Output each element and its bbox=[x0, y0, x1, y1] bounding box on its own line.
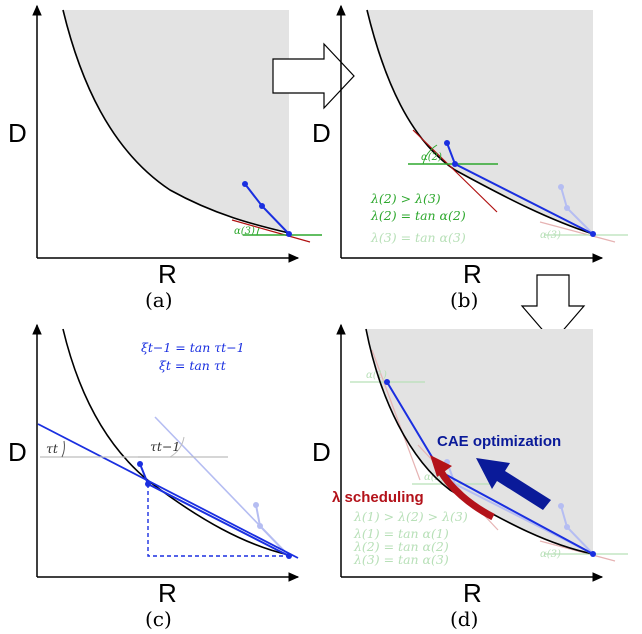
equation-2: λ(1) = tan α(1) bbox=[353, 526, 449, 541]
trajectory-point bbox=[564, 524, 570, 530]
panel-caption: (b) bbox=[450, 288, 478, 312]
panel-b: α(3) α(2) λ(2) > λ(3) λ(2) = tan α(2) λ(… bbox=[312, 4, 628, 312]
trajectory-point bbox=[242, 181, 248, 187]
lambda-scheduling-arrow bbox=[436, 468, 495, 521]
panel-c: τt−1 τt ξt−1 = tan τt−1 ξt = tan τt D R … bbox=[8, 323, 300, 631]
panel-caption: (d) bbox=[450, 607, 478, 631]
angle-label-2: α(2) bbox=[421, 152, 442, 163]
panel-caption: (a) bbox=[145, 288, 173, 312]
dashed-step bbox=[147, 484, 289, 557]
old-tangent bbox=[539, 221, 616, 243]
trajectory-point bbox=[137, 461, 143, 467]
y-axis-label: D bbox=[8, 437, 27, 467]
equation-1: ξt−1 = tan τt−1 bbox=[141, 340, 245, 355]
trajectory-point bbox=[564, 205, 570, 211]
angle-label: α(3) bbox=[234, 226, 255, 237]
panel-a: α(3) D R (a) bbox=[8, 4, 322, 312]
lambda-arrow-head bbox=[430, 455, 452, 477]
equation-1: λ(2) > λ(3) bbox=[370, 191, 441, 206]
angle-arc bbox=[422, 144, 438, 165]
cae-arrow bbox=[476, 458, 551, 510]
panel-d: α(1) α(2) α(3) CAE optimization λ schedu… bbox=[312, 323, 628, 631]
angle-arc bbox=[256, 227, 260, 236]
trajectory-point bbox=[253, 502, 259, 508]
panel-caption: (c) bbox=[145, 607, 172, 631]
equation-3: λ(3) = tan α(3) bbox=[370, 230, 466, 245]
angle-label-1: α(1) bbox=[366, 370, 387, 381]
trajectory-point bbox=[558, 184, 564, 190]
trajectory-point bbox=[286, 231, 292, 237]
right-arrow bbox=[272, 42, 355, 110]
trajectory-point bbox=[558, 503, 564, 509]
trajectory-point bbox=[590, 231, 596, 237]
x-axis-label: R bbox=[158, 578, 177, 608]
tau-prev-label: τt−1 bbox=[150, 439, 180, 454]
old-angle-arc bbox=[169, 436, 185, 458]
cae-label: CAE optimization bbox=[437, 433, 561, 450]
angle-label-3: α(3) bbox=[540, 230, 561, 241]
x-axis-label: R bbox=[158, 259, 177, 289]
tangent-line bbox=[231, 219, 311, 243]
old-tangent-1 bbox=[371, 349, 421, 481]
equation-2: λ(2) = tan α(2) bbox=[370, 208, 466, 223]
feasible-region bbox=[367, 10, 593, 234]
trajectory-point bbox=[444, 140, 450, 146]
trajectory-point bbox=[452, 161, 458, 167]
trajectory-point bbox=[257, 523, 263, 529]
y-axis-label: D bbox=[8, 118, 27, 148]
equation-1: λ(1) > λ(2) > λ(3) bbox=[353, 509, 468, 524]
rd-curve bbox=[366, 9, 594, 235]
old-trajectory bbox=[446, 461, 594, 555]
angle-label-3: α(3) bbox=[540, 549, 561, 560]
trajectory-point bbox=[259, 203, 265, 209]
rd-curve bbox=[62, 9, 290, 234]
equation-4: λ(3) = tan α(3) bbox=[353, 552, 449, 567]
y-axis-label: D bbox=[312, 118, 331, 148]
tau-label: τt bbox=[46, 441, 59, 456]
x-axis-label: R bbox=[463, 578, 482, 608]
trajectory-point bbox=[384, 379, 390, 385]
slope-line bbox=[37, 423, 299, 559]
equation-3: λ(2) = tan α(2) bbox=[353, 539, 449, 554]
down-arrow bbox=[520, 274, 586, 343]
rd-curve bbox=[365, 328, 594, 555]
trajectory-point bbox=[590, 551, 596, 557]
angle-arc bbox=[61, 440, 65, 458]
x-axis-label: R bbox=[463, 259, 482, 289]
lambda-label: λ scheduling bbox=[332, 489, 424, 506]
feasible-region bbox=[63, 10, 289, 233]
y-axis-label: D bbox=[312, 437, 331, 467]
equation-2: ξt = tan τt bbox=[159, 358, 227, 373]
tangent-line bbox=[412, 129, 498, 213]
